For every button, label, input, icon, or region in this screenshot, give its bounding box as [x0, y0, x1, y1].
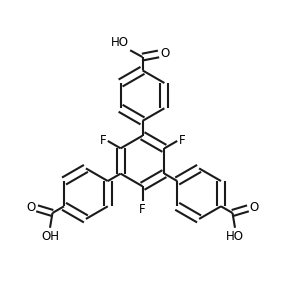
Text: F: F [139, 203, 146, 216]
Text: F: F [99, 134, 106, 146]
Text: O: O [26, 201, 36, 214]
Text: O: O [160, 46, 170, 60]
Text: F: F [179, 134, 186, 146]
Text: HO: HO [111, 36, 129, 49]
Text: O: O [249, 201, 259, 214]
Text: HO: HO [226, 230, 244, 243]
Text: OH: OH [41, 230, 59, 243]
